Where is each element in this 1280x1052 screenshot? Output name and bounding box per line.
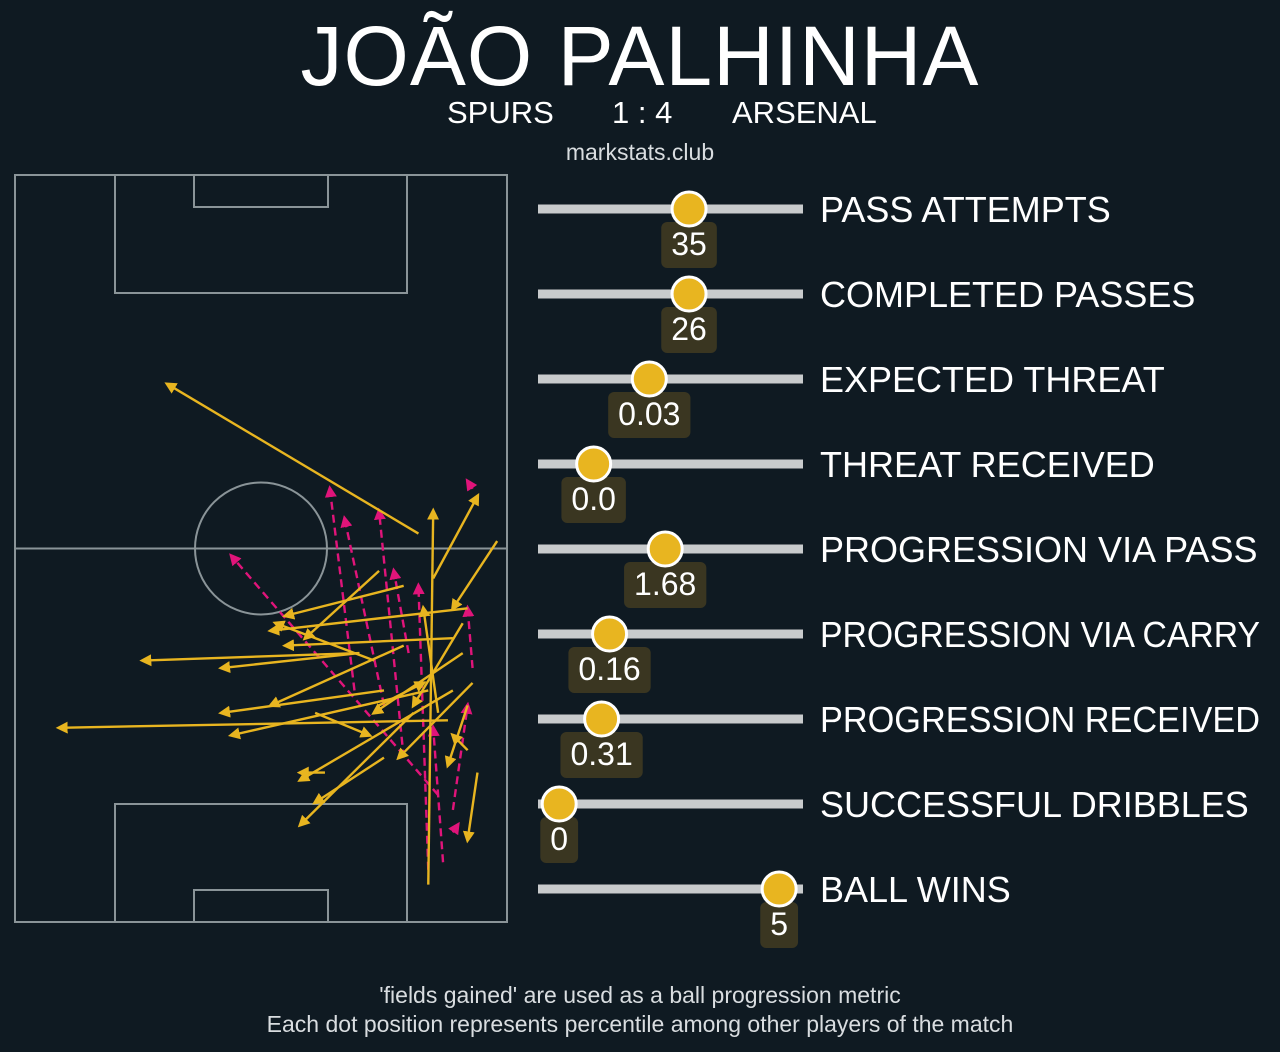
- pass-arrow: [462, 772, 479, 844]
- metric-value: 26: [671, 311, 707, 347]
- metric-row: 0.31 PROGRESSION RECEIVED: [538, 699, 1260, 778]
- metric-label: PROGRESSION VIA CARRY: [820, 614, 1260, 655]
- metric-value: 0.16: [578, 651, 640, 687]
- centre-circle: [194, 481, 328, 616]
- pass-arrow: [302, 570, 380, 641]
- metric-row: 35 PASS ATTEMPTS: [538, 189, 1111, 268]
- metric-value-box: [561, 477, 626, 523]
- pass-arrow: [218, 689, 385, 718]
- footer: 'fields gained' are used as a ball progr…: [0, 981, 1280, 1039]
- metric-dot: [575, 445, 613, 483]
- metric-dot: [630, 360, 668, 398]
- pass-arrow: [267, 607, 468, 636]
- metric-value-box: [624, 562, 707, 608]
- bottom-penalty-box: [114, 803, 408, 923]
- metric-label: BALL WINS: [820, 869, 1011, 910]
- player-name: JOÃO PALHINHA: [300, 9, 980, 103]
- footer-line-2: Each dot position represents percentile …: [266, 1011, 1014, 1037]
- metric-dot: [760, 870, 798, 908]
- carry-arrow: [373, 507, 405, 758]
- metric-dot: [670, 190, 708, 228]
- pass-arrow: [371, 652, 464, 715]
- pitch-map: [14, 174, 508, 923]
- carry-arrow: [412, 582, 430, 870]
- pass-arrow: [164, 382, 420, 535]
- metric-value-box: [560, 732, 643, 778]
- pass-arrow: [218, 651, 360, 674]
- carry-arrow: [462, 604, 475, 669]
- metric-row: 0 SUCCESSFUL DRIBBLES: [538, 784, 1249, 863]
- metric-value: 0.31: [570, 736, 632, 772]
- metric-value: 35: [671, 226, 707, 262]
- metric-value-box: [608, 392, 691, 438]
- passes-layer: [55, 382, 499, 885]
- metric-value-box: [661, 307, 717, 353]
- percentile-chart: 35 PASS ATTEMPTS 26 COMPLETED PASSES 0.03 EXP…: [538, 189, 1260, 948]
- top-penalty-box: [114, 174, 408, 294]
- metric-row: 5 BALL WINS: [538, 869, 1011, 948]
- metric-row: 26 COMPLETED PASSES: [538, 274, 1195, 353]
- pass-arrow: [55, 719, 448, 734]
- metric-row: 1.68 PROGRESSION VIA PASS: [538, 529, 1257, 608]
- match-score: 1 : 4: [612, 95, 673, 130]
- pass-arrow: [450, 540, 499, 612]
- metric-value-box: [661, 222, 717, 268]
- footer-line-1: 'fields gained' are used as a ball progr…: [379, 982, 901, 1008]
- pass-arrow: [418, 604, 440, 714]
- pass-arrow: [297, 689, 454, 782]
- home-team: SPURS: [447, 95, 554, 130]
- carry-arrow: [448, 821, 460, 836]
- metric-value: 0.03: [618, 396, 680, 432]
- metric-label: SUCCESSFUL DRIBBLES: [820, 784, 1249, 825]
- metric-dot: [646, 530, 684, 568]
- pass-arrow: [297, 711, 415, 828]
- carry-arrow: [324, 485, 356, 691]
- pass-arrow: [267, 644, 405, 708]
- pass-arrow: [450, 732, 469, 752]
- pitch-lines: [14, 174, 508, 923]
- bottom-six-yard-box: [193, 889, 329, 923]
- metric-value: 5: [770, 906, 788, 942]
- metric-value-box: [540, 817, 579, 863]
- carry-arrow: [340, 515, 386, 706]
- match-line: SPURS 1 : 4 ARSENAL: [0, 94, 1280, 132]
- pass-arrow: [427, 507, 440, 885]
- pass-arrow: [378, 681, 427, 707]
- metric-label: EXPECTED THREAT: [820, 359, 1165, 400]
- pass-arrow: [396, 682, 474, 761]
- metric-value-box: [568, 647, 651, 693]
- metric-label: COMPLETED PASSES: [820, 274, 1195, 315]
- metric-row: 0.03 EXPECTED THREAT: [538, 359, 1165, 438]
- metric-row: 0.16 PROGRESSION VIA CARRY: [538, 614, 1260, 693]
- pass-arrow: [444, 704, 469, 769]
- source-label: markstats.club: [565, 139, 715, 165]
- carry-arrow: [465, 478, 478, 492]
- metric-dot: [591, 615, 629, 653]
- metric-row: 0.0 THREAT RECEIVED: [538, 444, 1155, 523]
- metric-dot: [583, 700, 621, 738]
- carry-arrow: [451, 701, 473, 811]
- metric-label: THREAT RECEIVED: [820, 444, 1155, 485]
- pass-arrow: [282, 636, 453, 652]
- metric-value: 0: [550, 821, 568, 857]
- top-six-yard-box: [193, 174, 329, 208]
- metric-label: PROGRESSION RECEIVED: [820, 699, 1260, 740]
- metric-label: PROGRESSION VIA PASS: [820, 529, 1257, 570]
- metric-value: 1.68: [634, 566, 696, 602]
- carries-layer: [229, 478, 478, 870]
- pass-arrow: [432, 493, 480, 579]
- metric-value: 0.0: [571, 481, 615, 517]
- metric-dot: [670, 275, 708, 313]
- pass-arrow: [139, 651, 360, 667]
- metric-value-box: [760, 902, 799, 948]
- metric-dot: [540, 785, 578, 823]
- pass-arrow: [312, 756, 385, 805]
- away-team: ARSENAL: [732, 95, 877, 130]
- metric-label: PASS ATTEMPTS: [820, 189, 1111, 230]
- pass-arrow: [314, 711, 373, 738]
